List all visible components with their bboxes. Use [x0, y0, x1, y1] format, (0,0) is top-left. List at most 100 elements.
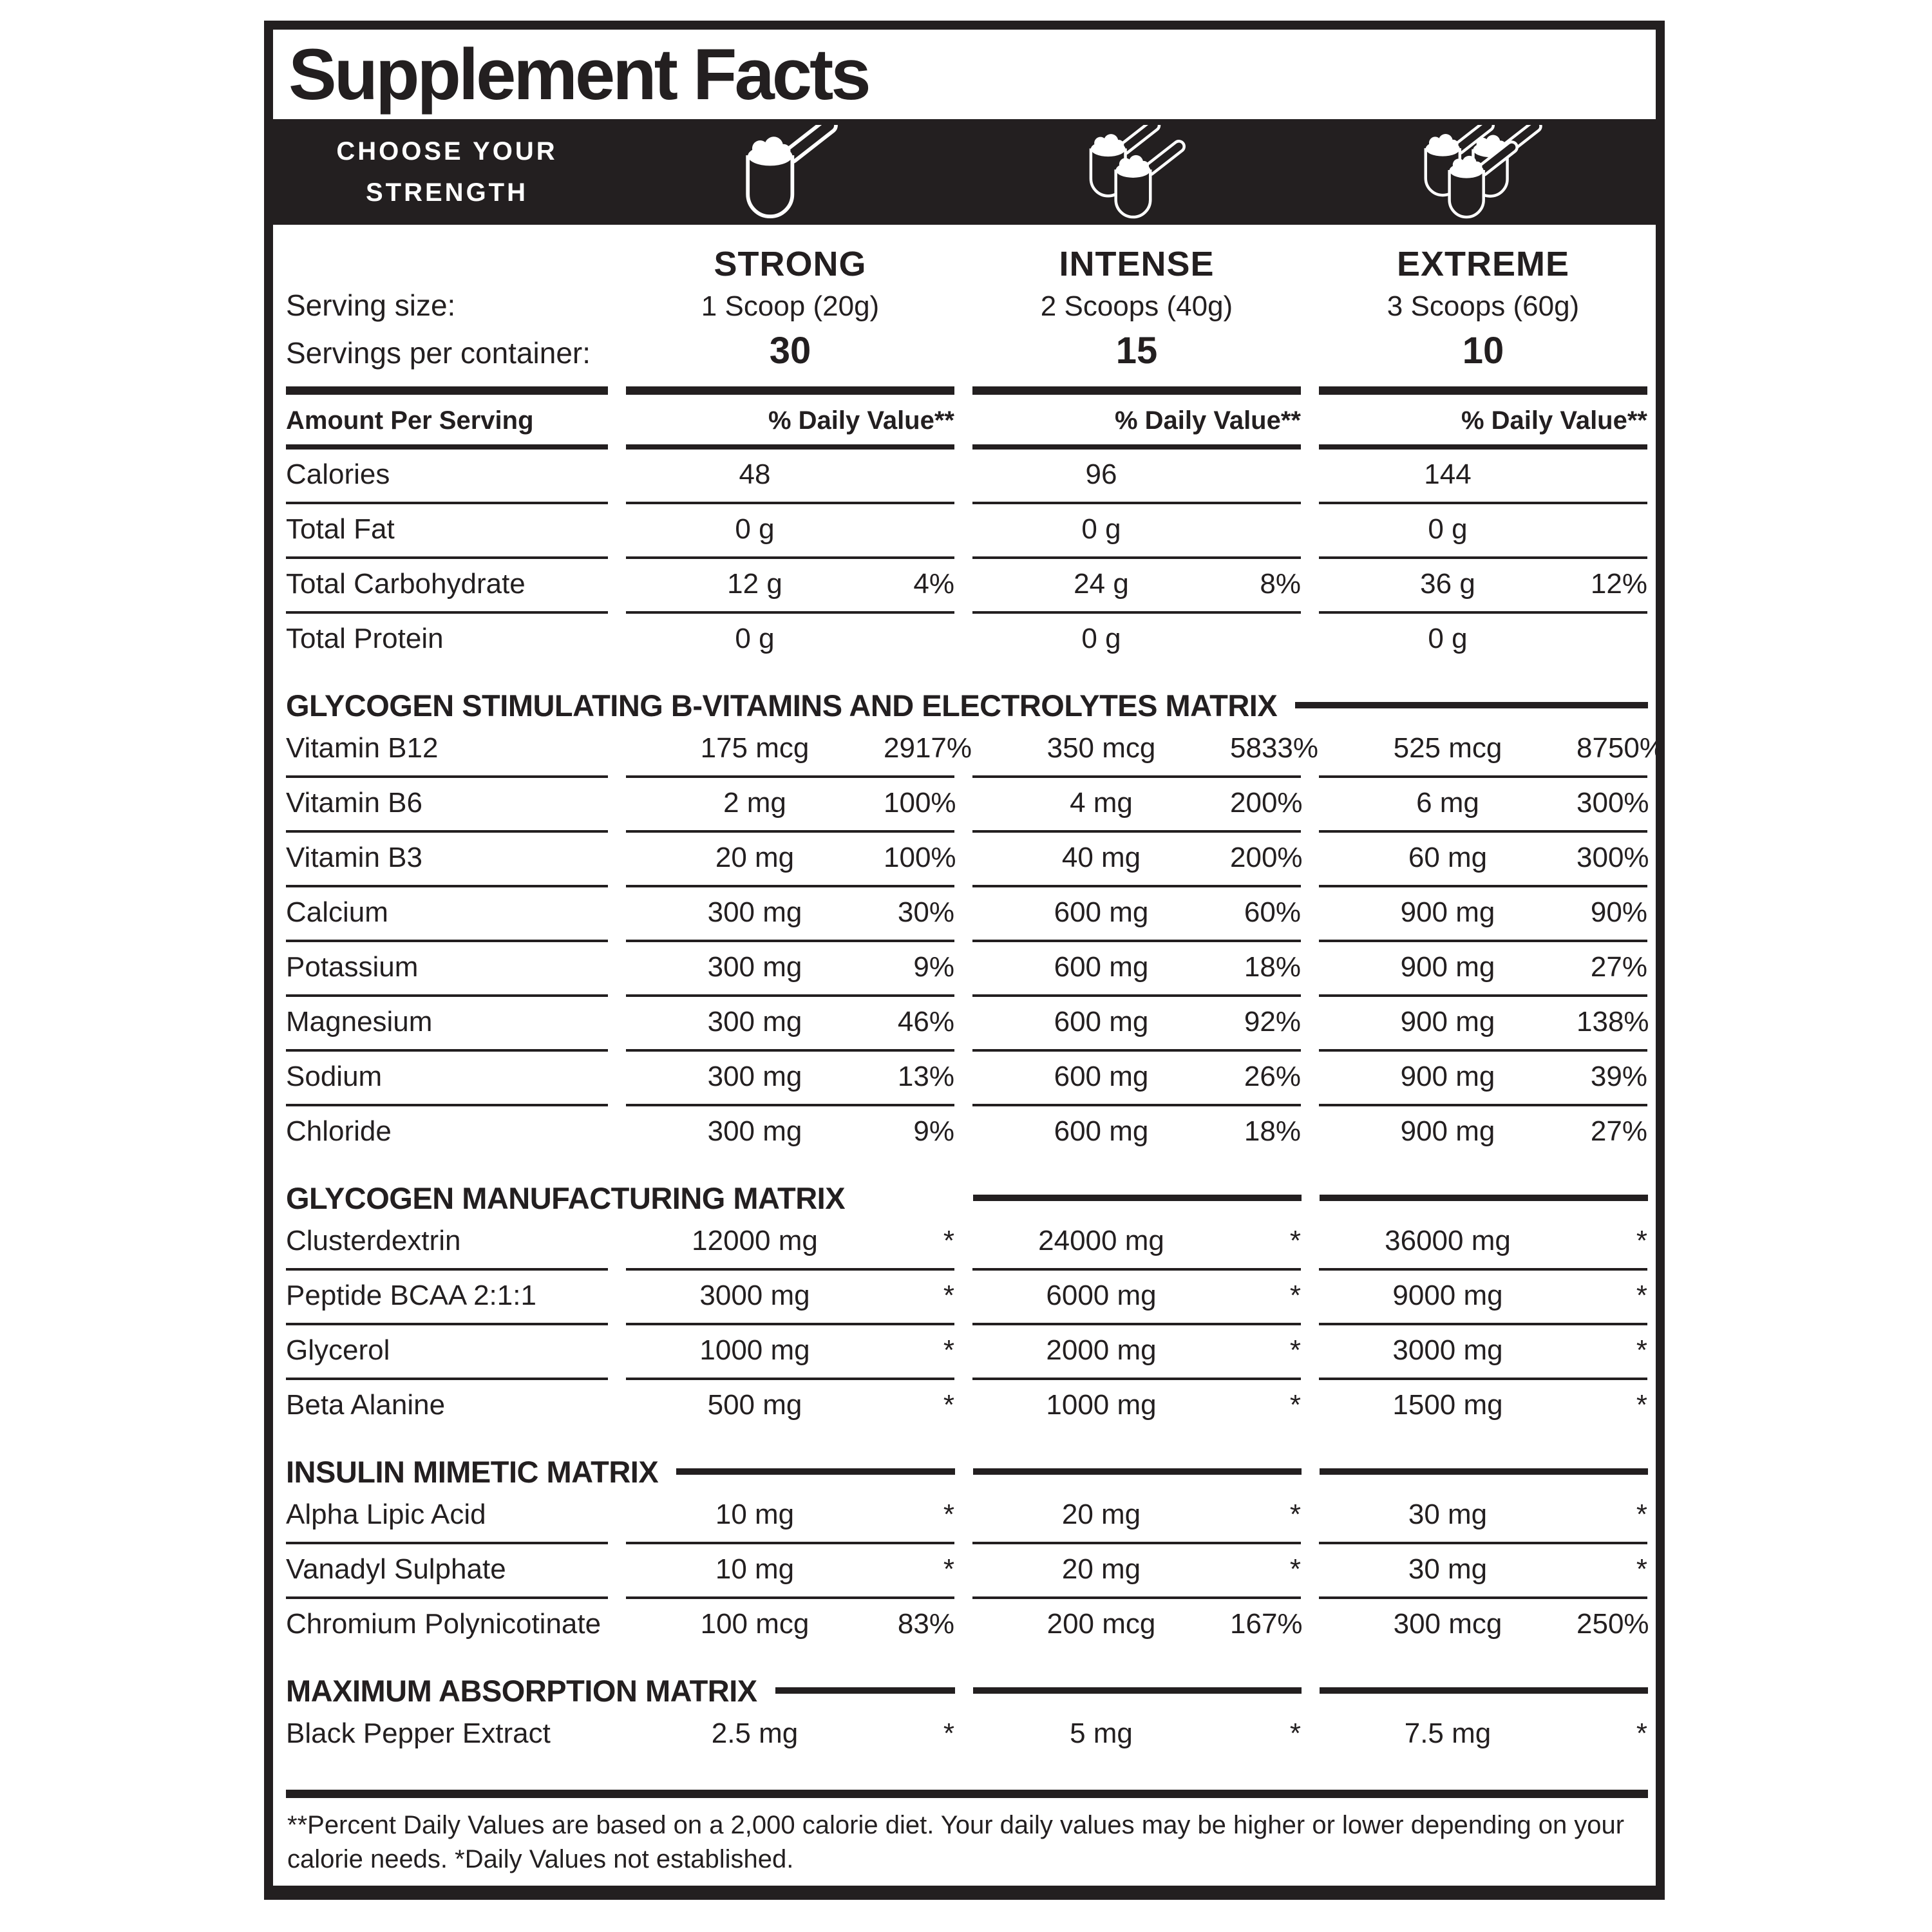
daily-value-percent: 18%: [1244, 1115, 1301, 1147]
value-cell: 350 mcg 5833%: [972, 723, 1318, 778]
amount-value: 900 mg: [1400, 1115, 1495, 1147]
amount-value: 0 g: [735, 513, 775, 545]
daily-value-percent: *: [1289, 1279, 1301, 1311]
title-area: Supplement Facts: [273, 30, 1656, 119]
amount-value: 2 mg: [723, 786, 786, 819]
amount-value: 144: [1424, 458, 1472, 490]
sections-container: Calories 48 96 144 Total Fat 0 g 0 g 0 g Total C…: [286, 450, 1665, 1761]
section-header: INSULIN MIMETIC MATRIX: [286, 1454, 1648, 1490]
daily-value-percent: *: [943, 1553, 954, 1585]
row-label: Potassium: [286, 942, 608, 997]
daily-value-percent: 138%: [1577, 1005, 1649, 1037]
daily-value-percent: 60%: [1244, 896, 1301, 928]
amount-value: 36000 mg: [1385, 1224, 1511, 1256]
table-row: Potassium 300 mg 9% 600 mg 18% 900 mg 27%: [286, 942, 1648, 997]
section-header-rule: [1295, 702, 1648, 709]
table-row: Chromium Polynicotinate 100 mcg 83% 200 mcg…: [286, 1599, 1649, 1651]
value-cell: 12 g 4%: [626, 559, 954, 614]
row-label: Vitamin B12: [286, 723, 608, 778]
triple-scoop-icon: [1319, 119, 1647, 225]
amount-value: 20 mg: [1061, 1553, 1141, 1585]
daily-value-percent: 90%: [1590, 896, 1647, 928]
daily-value-percent: 100%: [884, 841, 956, 873]
daily-value-percent: *: [1636, 1717, 1647, 1749]
table-row: Vitamin B6 2 mg 100% 4 mg 200% 6 mg 300%: [286, 778, 1649, 833]
daily-value-percent: *: [1636, 1224, 1647, 1256]
amount-value: 30 mg: [1408, 1553, 1488, 1585]
value-cell: 10 mg *: [626, 1490, 954, 1544]
daily-value-percent: 13%: [897, 1060, 954, 1092]
daily-value-header-extreme: % Daily Value**: [1319, 395, 1647, 450]
table-row: Black Pepper Extract 2.5 mg * 5 mg * 7.5 mg *: [286, 1709, 1648, 1761]
column-name-strong: STRONG: [714, 244, 867, 283]
daily-value-percent: 27%: [1590, 951, 1647, 983]
choose-strength-text: CHOOSE YOUR STRENGTH: [286, 131, 608, 213]
value-cell: 30 mg *: [1319, 1490, 1647, 1544]
amount-value: 900 mg: [1400, 896, 1495, 928]
table-row: Calcium 300 mg 30% 600 mg 60% 900 mg 90%: [286, 887, 1648, 942]
amount-value: 300 mg: [707, 1005, 802, 1037]
table-row: Vitamin B3 20 mg 100% 40 mg 200% 60 mg 300%: [286, 833, 1649, 887]
value-cell: 60 mg 300%: [1319, 833, 1649, 887]
daily-value-percent: 4%: [913, 567, 954, 600]
daily-value-percent: 92%: [1244, 1005, 1301, 1037]
footnote-divider: [286, 1790, 1648, 1799]
daily-value-percent: *: [1636, 1388, 1647, 1421]
servings-count-intense: 15: [1115, 329, 1158, 372]
row-label: Peptide BCAA 2:1:1: [286, 1271, 608, 1325]
amount-value: 9000 mg: [1392, 1279, 1503, 1311]
single-scoop-icon: [626, 119, 954, 225]
daily-value-percent: *: [943, 1224, 954, 1256]
amount-value: 600 mg: [1054, 951, 1149, 983]
daily-value-header-strong: % Daily Value**: [626, 395, 954, 450]
value-cell: 5 mg *: [972, 1709, 1301, 1761]
daily-value-percent: *: [1289, 1717, 1301, 1749]
section-header-rule: [676, 1468, 955, 1475]
value-cell: 7.5 mg *: [1319, 1709, 1647, 1761]
table-row: Magnesium 300 mg 46% 600 mg 92% 900 mg 138%: [286, 997, 1649, 1052]
value-cell: 3000 mg *: [1319, 1325, 1647, 1380]
value-cell: 900 mg 27%: [1319, 942, 1647, 997]
amount-value: 6 mg: [1416, 786, 1479, 819]
daily-value-percent: 30%: [897, 896, 954, 928]
table-row: Total Carbohydrate 12 g 4% 24 g 8% 36 g 12%: [286, 559, 1648, 614]
serving-size-row: Serving size: 1 Scoop (20g) 2 Scoops (40…: [286, 284, 1648, 327]
amount-value: 500 mg: [707, 1388, 802, 1421]
row-label: Black Pepper Extract: [286, 1717, 551, 1749]
table-row: Chloride 300 mg 9% 600 mg 18% 900 mg 27%: [286, 1106, 1648, 1159]
value-cell: 0 g: [1319, 504, 1647, 559]
supplement-facts-label: Supplement Facts CHOOSE YOUR STRENGTH ST…: [264, 21, 1665, 1900]
value-cell: 10 mg *: [626, 1544, 954, 1599]
value-cell: 600 mg 18%: [972, 1106, 1301, 1159]
amount-value: 6000 mg: [1046, 1279, 1157, 1311]
footnote-text: **Percent Daily Values are based on a 2,…: [287, 1811, 1625, 1874]
amount-value: 900 mg: [1400, 951, 1495, 983]
amount-value: 12 g: [727, 567, 782, 600]
value-cell: 20 mg 100%: [626, 833, 956, 887]
daily-value-percent: 83%: [897, 1607, 954, 1640]
value-cell: 9000 mg *: [1319, 1271, 1647, 1325]
amount-value: 300 mg: [707, 1115, 802, 1147]
amount-value: 900 mg: [1400, 1060, 1495, 1092]
amount-value: 300 mg: [707, 1060, 802, 1092]
daily-value-percent: 100%: [884, 786, 956, 819]
daily-value-percent: 9%: [913, 1115, 954, 1147]
daily-value-percent: 300%: [1577, 786, 1649, 819]
value-cell: 300 mcg 250%: [1319, 1599, 1649, 1651]
amount-value: 24000 mg: [1038, 1224, 1164, 1256]
amount-value: 300 mcg: [1393, 1607, 1502, 1640]
daily-value-percent: *: [943, 1388, 954, 1421]
value-cell: 2000 mg *: [972, 1325, 1301, 1380]
amount-value: 20 mg: [1061, 1498, 1141, 1530]
value-cell: 20 mg *: [972, 1544, 1301, 1599]
row-label: Alpha Lipic Acid: [286, 1490, 608, 1544]
section-header-rule: [775, 1687, 955, 1694]
table-row: Vanadyl Sulphate 10 mg * 20 mg * 30 mg *: [286, 1544, 1648, 1599]
value-cell: 0 g: [972, 504, 1301, 559]
value-cell: 900 mg 90%: [1319, 887, 1647, 942]
daily-value-percent: 250%: [1577, 1607, 1649, 1640]
value-cell: 600 mg 60%: [972, 887, 1301, 942]
choose-strength-bar: CHOOSE YOUR STRENGTH: [273, 118, 1656, 225]
amount-value: 2000 mg: [1046, 1334, 1157, 1366]
amount-value: 600 mg: [1054, 1115, 1149, 1147]
